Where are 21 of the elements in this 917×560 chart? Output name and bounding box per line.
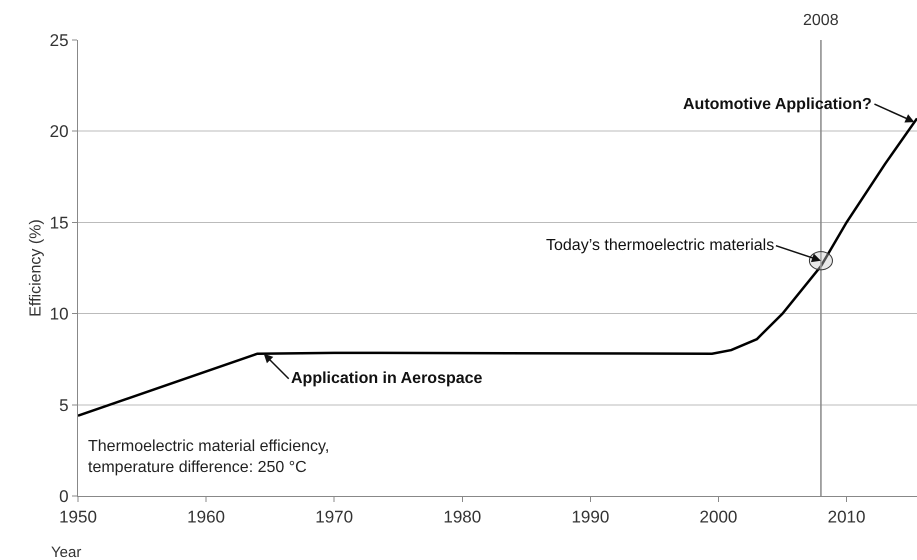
x-axis-title: Year bbox=[51, 544, 82, 560]
x-tick-label: 1990 bbox=[571, 507, 610, 526]
y-tick-label: 20 bbox=[50, 122, 69, 142]
x-tick-label: 2000 bbox=[700, 507, 738, 526]
x-tick-label: 1980 bbox=[443, 507, 482, 526]
y-tick-label: 10 bbox=[50, 304, 69, 324]
annotation: Thermoelectric material efficiency, temperature difference: 250 °C bbox=[88, 438, 330, 476]
line-series bbox=[78, 117, 917, 417]
y-tick-label: 15 bbox=[50, 213, 69, 232]
annotation: Automotive Application? bbox=[683, 96, 872, 113]
y-tick-label: 0 bbox=[59, 486, 69, 506]
x-tick-label: 1970 bbox=[315, 507, 354, 526]
x-tick-label: 1960 bbox=[187, 507, 226, 526]
x-tick-label: 2010 bbox=[828, 507, 866, 526]
x-tick-label: 1950 bbox=[59, 507, 97, 526]
y-axis-title: Efficiency (%) bbox=[28, 219, 45, 317]
ref-line-label: 2008 bbox=[803, 12, 839, 29]
y-tick-label: 5 bbox=[59, 396, 69, 415]
y-tick-label: 25 bbox=[50, 30, 69, 50]
annotation: Application in Aerospace bbox=[291, 370, 483, 387]
annotation: Today’s thermoelectric materials bbox=[546, 237, 774, 254]
